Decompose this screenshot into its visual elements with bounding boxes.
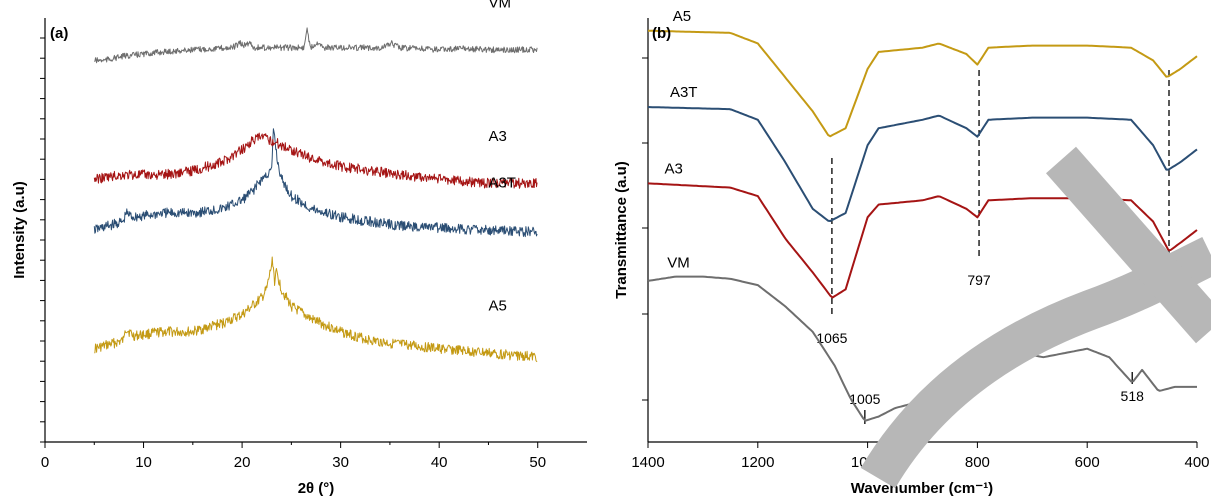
panel-b-series xyxy=(647,29,1198,422)
panel-b-x-tick-label: 600 xyxy=(1075,454,1100,471)
panel-a-y-ticks xyxy=(40,37,45,443)
panel-a-x-axis-title: 2θ (°) xyxy=(298,480,335,497)
panel-a-x-ticks: 0 10 20 30 40 50 xyxy=(41,442,546,471)
panel-a-x-tick-label: 10 xyxy=(135,454,152,471)
panel-a-series-line xyxy=(94,256,538,363)
panel-b-x-tick-label: 1400 xyxy=(631,454,664,471)
panel-a-label: (a) xyxy=(50,25,68,42)
panel-b-peak-label: 1065 xyxy=(816,330,847,346)
panel-b-peak-label: 1005 xyxy=(849,391,880,407)
panel-a-x-tick-label: 30 xyxy=(332,454,349,471)
panel-a-series-line xyxy=(94,27,538,64)
panel-b-series-labels: A5 A3T A3 VM xyxy=(664,8,697,272)
panel-a-series-label: A5 xyxy=(488,298,506,315)
panel-a-x-tick-label: 40 xyxy=(431,454,448,471)
panel-b-x-tick-label: 400 xyxy=(1184,454,1209,471)
panel-a-x-tick-label: 0 xyxy=(41,454,49,471)
panel-b-series-label: A3T xyxy=(670,84,698,101)
panel-a-series-label: A3T xyxy=(488,175,516,192)
panel-a-series-line xyxy=(93,132,538,189)
panel-b-y-axis-title: Transmittance (a.u) xyxy=(613,161,630,299)
panel-a-series-label: A3 xyxy=(488,128,506,145)
panel-a-xrd-chart: 0 10 20 30 40 50 A5 A3T A3 VM (a) 2θ (°) Intensi… xyxy=(11,0,587,497)
panel-a-series-line xyxy=(93,128,538,238)
panel-b-peak-label: 518 xyxy=(1121,388,1145,404)
panel-a-series-label: VM xyxy=(488,0,511,11)
panel-a-x-tick-label: 20 xyxy=(234,454,251,471)
panel-a-series xyxy=(93,27,538,363)
panel-a-y-axis-title: Intensity (a.u) xyxy=(11,181,28,279)
panel-b-x-tick-label: 800 xyxy=(965,454,990,471)
panel-b-label: (b) xyxy=(652,25,671,42)
panel-b-x-tick-label: 1200 xyxy=(741,454,774,471)
panel-b-series-label: A3 xyxy=(664,161,682,178)
panel-b-series-line xyxy=(647,106,1198,222)
panel-b-peak-label: 797 xyxy=(967,272,991,288)
panel-b-series-label: A5 xyxy=(673,8,691,25)
panel-b-series-label: VM xyxy=(667,254,690,271)
panel-b-x-axis-title: Wavenumber (cm⁻¹) xyxy=(851,480,993,497)
panel-a-x-tick-label: 50 xyxy=(529,454,546,471)
panel-b-y-ticks xyxy=(642,57,648,401)
panel-a-series-labels: A5 A3T A3 VM xyxy=(488,0,516,315)
panel-b-series-line xyxy=(647,29,1198,138)
watermark-arc xyxy=(860,146,1211,489)
